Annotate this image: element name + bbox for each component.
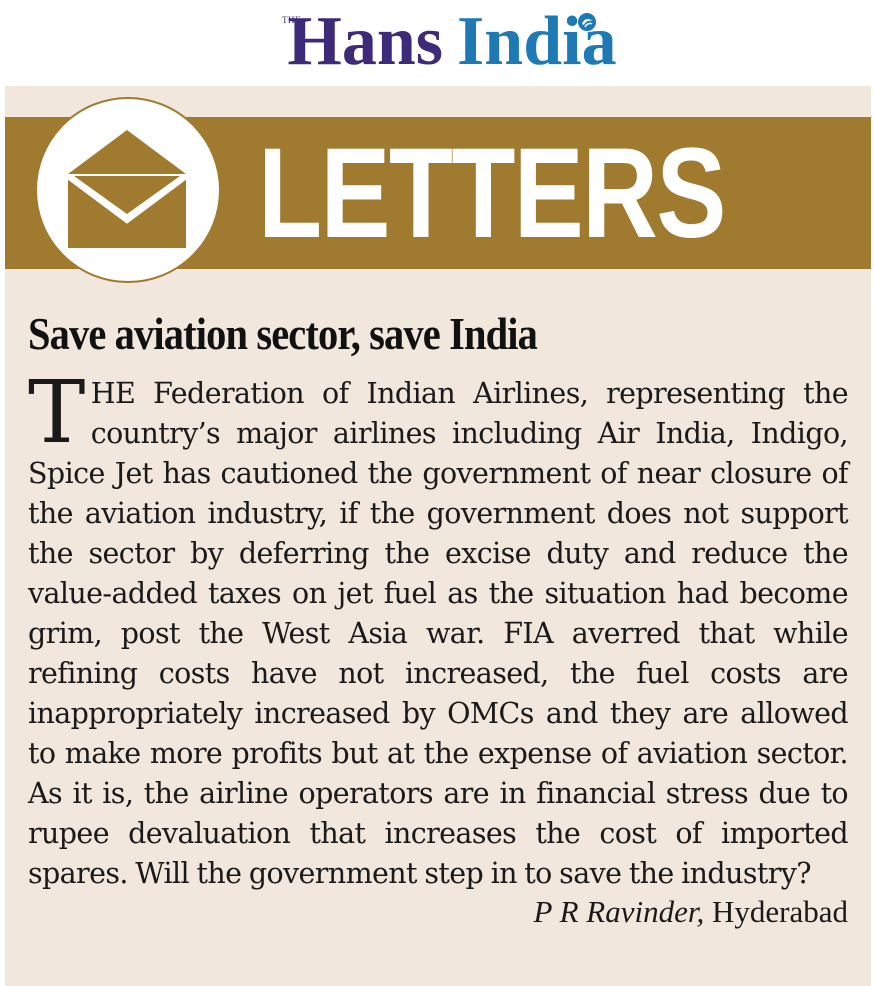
envelope-badge xyxy=(35,97,221,283)
author-name: P R Ravinder, xyxy=(533,894,705,929)
masthead: THE Hans India xyxy=(0,0,874,86)
letter-headline: Save aviation sector, save India xyxy=(28,308,538,359)
letter-byline: P R Ravinder, Hyderabad xyxy=(533,892,848,932)
letters-title: LETTERS xyxy=(258,122,726,265)
letter-body: T HE Federation of Indian Airlines, repre… xyxy=(28,363,849,894)
logo-the: THE xyxy=(282,15,301,25)
envelope-icon xyxy=(68,130,186,248)
hans-india-logo: THE Hans India xyxy=(262,2,642,82)
letter-text: HE Federation of Indian Airlines, repres… xyxy=(28,377,849,890)
logo-swirl-icon xyxy=(578,13,596,31)
drop-cap: T xyxy=(28,363,85,463)
next-letter-headline-cutoff xyxy=(28,970,848,986)
logo-hans: Hans xyxy=(287,3,444,80)
author-city: Hyderabad xyxy=(712,894,848,929)
